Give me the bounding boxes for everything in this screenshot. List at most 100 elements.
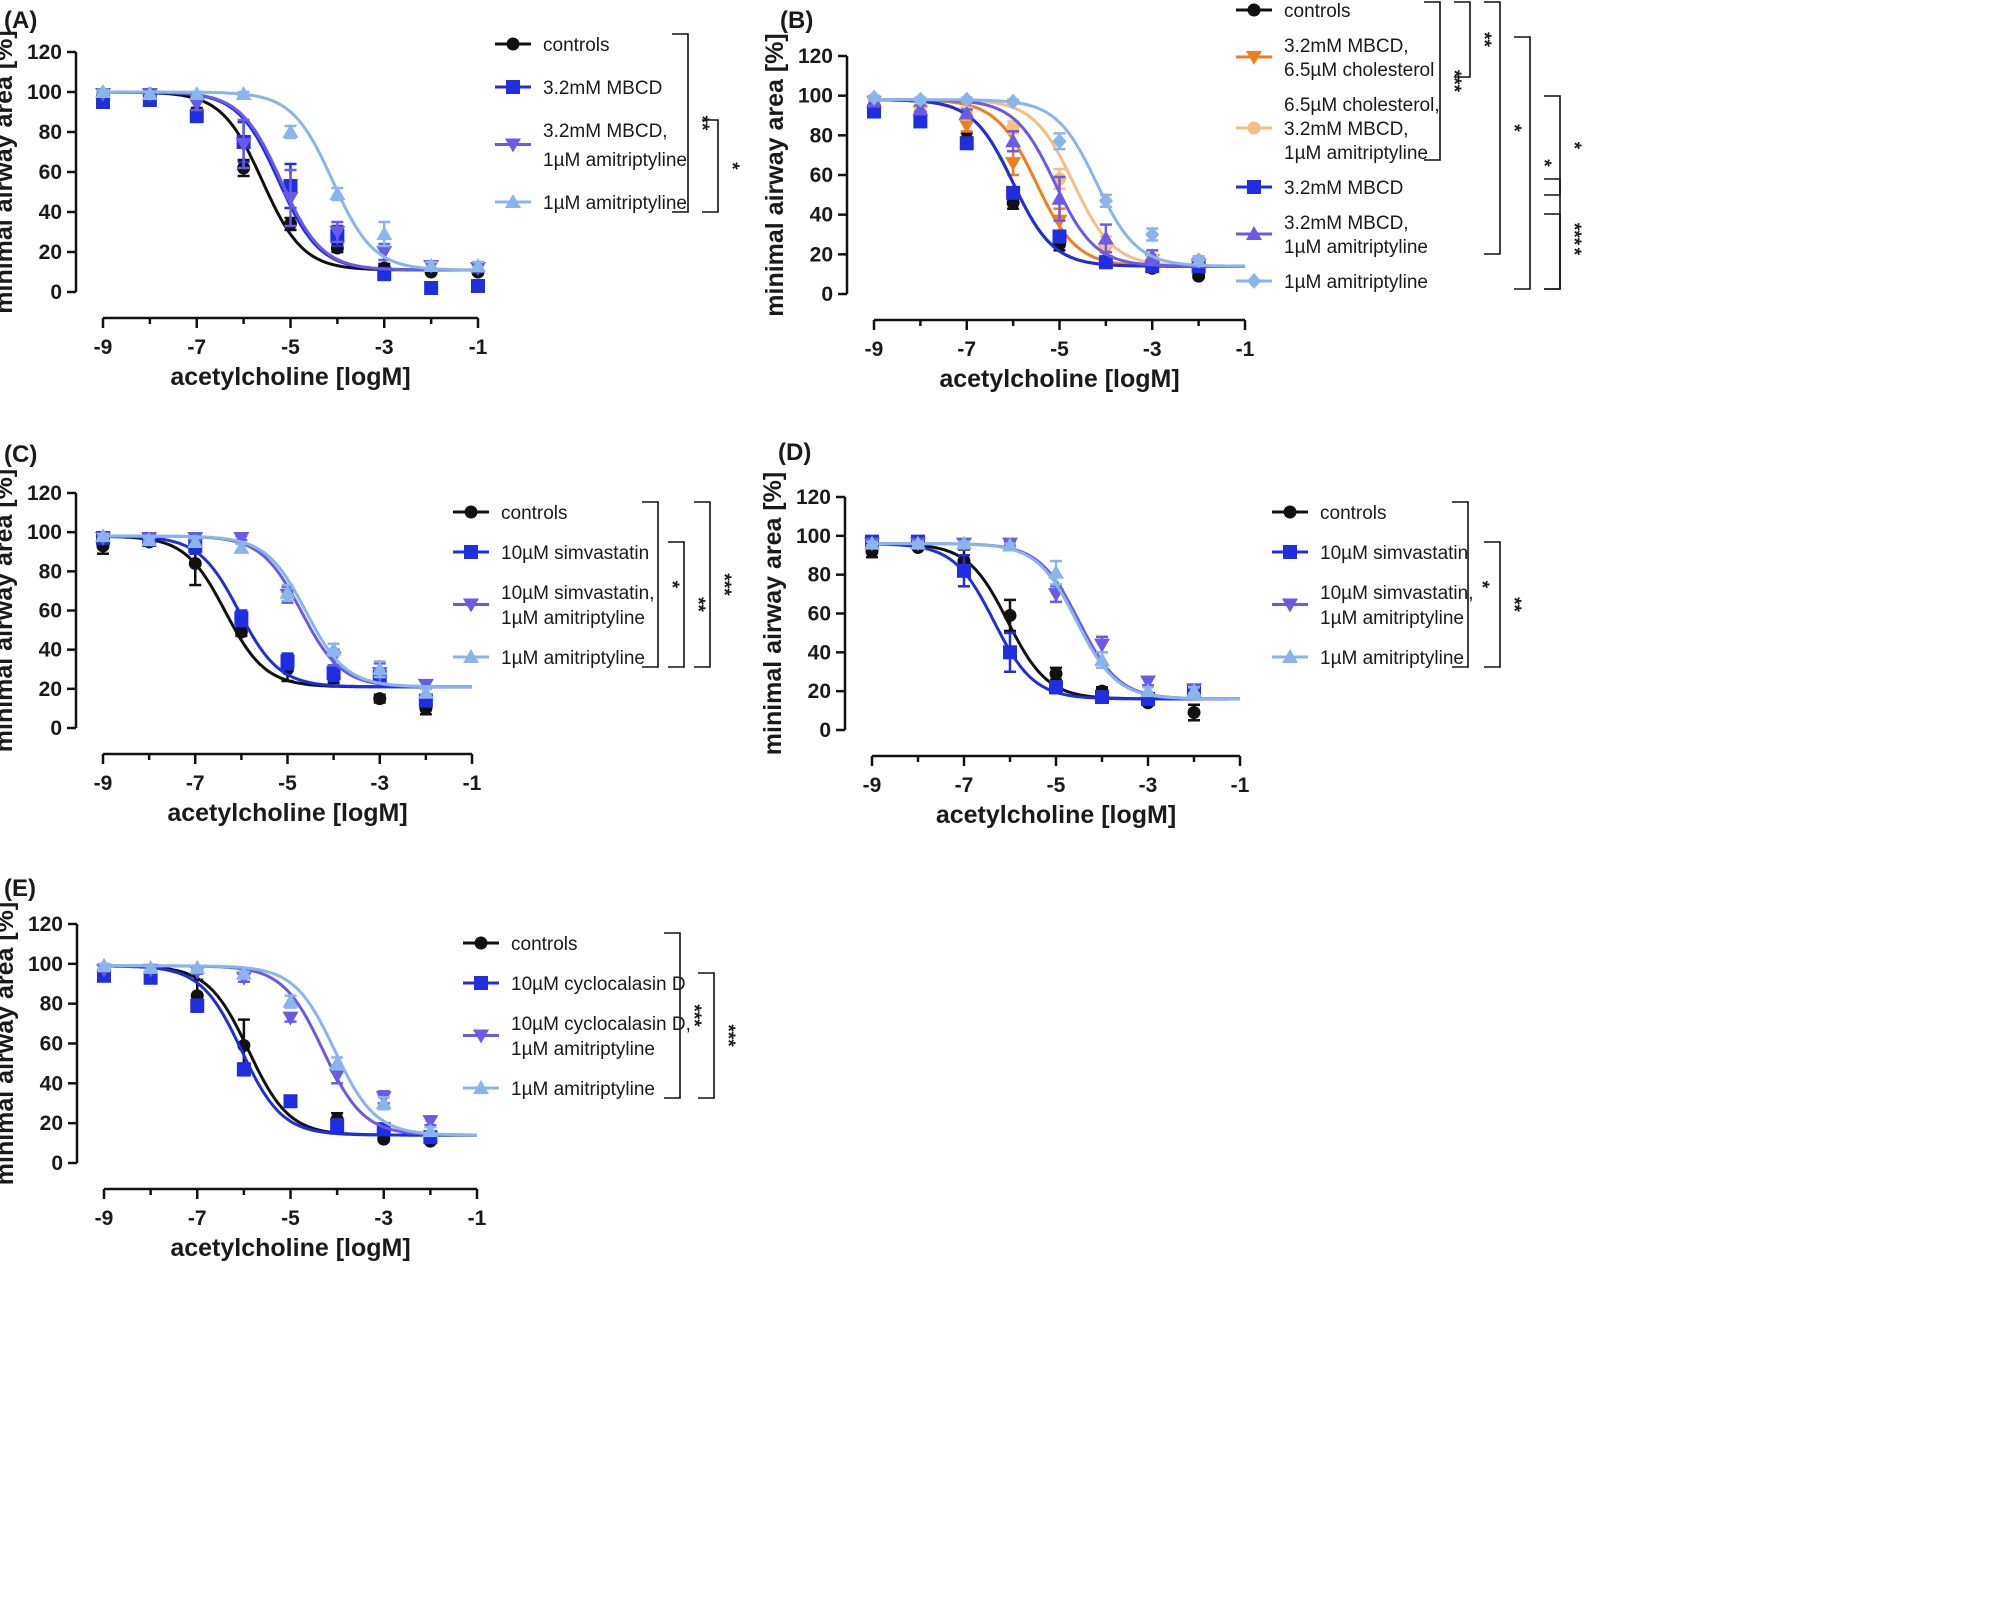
fit-curve: [104, 964, 477, 1137]
legend-marker: [1247, 121, 1261, 135]
bracket: [698, 972, 715, 1099]
significance-label: *: [1471, 581, 1492, 589]
y-tick-label: 0: [821, 283, 833, 306]
data-point: [1191, 252, 1206, 269]
y-tick-label: 100: [27, 81, 62, 104]
bracket: [1454, 1, 1471, 78]
significance-label: **: [1473, 32, 1494, 47]
series-3: [96, 957, 477, 1138]
y-tick-label: 0: [51, 1152, 63, 1175]
data-point: [1097, 230, 1114, 245]
data-point: [910, 535, 926, 550]
data-point: [235, 138, 252, 152]
legend-marker: [505, 138, 521, 153]
panel-b: (B) 0 20 40 60 80 100 120 -9 -7 -5 -3 -1 acetylcholin…: [761, 1, 1584, 393]
legend-marker: [473, 1029, 489, 1044]
legend-label: 10µM cyclocalasin D: [511, 974, 686, 995]
x-tick-label: -9: [863, 774, 882, 797]
series-5: [867, 89, 1245, 269]
y-tick-label: 20: [39, 241, 62, 264]
data-point: [376, 246, 393, 260]
data-point: [470, 258, 486, 272]
legend-marker: [474, 936, 488, 950]
panel-label: (A): [4, 7, 37, 34]
data-point: [1052, 229, 1067, 244]
x-tick-label: -5: [278, 772, 297, 795]
data-point: [1003, 608, 1017, 622]
y-tick-label: 20: [40, 1112, 63, 1135]
y-tick-label: 0: [50, 281, 62, 304]
data-point: [236, 1062, 251, 1077]
y-tick-label: 80: [39, 560, 62, 583]
y-tick-label: 80: [39, 121, 62, 144]
data-point: [864, 535, 880, 550]
legend-label: controls: [1284, 1, 1351, 22]
significance-brackets: ******: [642, 501, 734, 668]
significance-brackets: ************: [1424, 1, 1584, 290]
x-tick-label: -3: [1143, 338, 1162, 361]
data-point: [279, 584, 296, 599]
legend-label: 3.2mM MBCD,: [543, 121, 668, 142]
data-point: [326, 666, 341, 681]
significance-label: *: [721, 162, 742, 170]
legend-marker: [463, 598, 479, 613]
significance-label: **: [687, 597, 708, 612]
significance-label: **: [1503, 597, 1524, 612]
data-point: [1095, 689, 1109, 704]
data-point: [1140, 675, 1156, 690]
panel-e: (E) 0 20 40 60 80 100 120 -9 -7 -5 -3 -1 acetylcholin…: [0, 875, 738, 1262]
legend-label: 1µM amitriptyline: [511, 1039, 655, 1060]
data-point: [424, 281, 439, 295]
panel-label: (B): [780, 7, 813, 34]
panel-label: (D): [778, 439, 811, 466]
data-point: [188, 98, 205, 112]
y-tick-label: 40: [39, 639, 62, 662]
data-point: [1006, 93, 1021, 110]
bracket: [1484, 1, 1501, 255]
legend-label: 1µM amitriptyline: [543, 150, 687, 171]
legend: controls 3.2mM MBCD, 6.5µM cholesterol 6.5µ…: [1236, 1, 1440, 293]
data-point: [189, 959, 206, 974]
y-tick-label: 0: [50, 717, 62, 740]
fit-curve: [104, 964, 477, 1137]
data-point: [329, 1069, 346, 1084]
data-point: [1005, 133, 1022, 148]
x-tick-label: -3: [1139, 774, 1158, 797]
data-point: [189, 109, 204, 123]
x-tick-label: -9: [94, 772, 113, 795]
y-tick-label: 40: [808, 641, 831, 664]
x-tick-label: -5: [1050, 338, 1069, 361]
legend-marker: [473, 1080, 489, 1094]
data-point: [329, 1055, 346, 1070]
x-tick-label: -3: [375, 336, 394, 359]
panel-label: (E): [4, 875, 36, 902]
x-axis-title: acetylcholine [logM]: [170, 1234, 410, 1262]
data-point: [280, 654, 295, 669]
bracket: [702, 119, 719, 213]
legend: controls 10µM simvastatin 10µM simvastatin…: [1272, 503, 1474, 669]
y-tick-label: 60: [39, 161, 62, 184]
bracket: [1514, 36, 1531, 290]
significance-label: *: [661, 581, 682, 589]
x-tick-label: -1: [469, 336, 488, 359]
y-tick-label: 40: [39, 201, 62, 224]
data-point: [376, 226, 393, 240]
significance-label: *: [1533, 159, 1554, 167]
y-axis-title: minimal airway area [%]: [759, 472, 787, 755]
legend-label: controls: [543, 35, 610, 56]
y-tick-label: 120: [796, 486, 831, 509]
series-3: [95, 84, 486, 272]
bracket: [1424, 1, 1441, 161]
y-tick-label: 80: [40, 993, 63, 1016]
y-tick-label: 0: [819, 719, 831, 742]
data-point: [959, 91, 974, 108]
data-point: [1094, 652, 1110, 667]
legend-label: controls: [501, 503, 568, 524]
x-axis-title: acetylcholine [logM]: [939, 365, 1179, 393]
x-tick-label: -9: [95, 1207, 114, 1230]
legend-marker: [1246, 226, 1262, 240]
legend-label: controls: [511, 934, 578, 955]
x-tick-label: -1: [1231, 774, 1250, 797]
data-point: [373, 692, 387, 706]
series-1: [97, 964, 477, 1145]
